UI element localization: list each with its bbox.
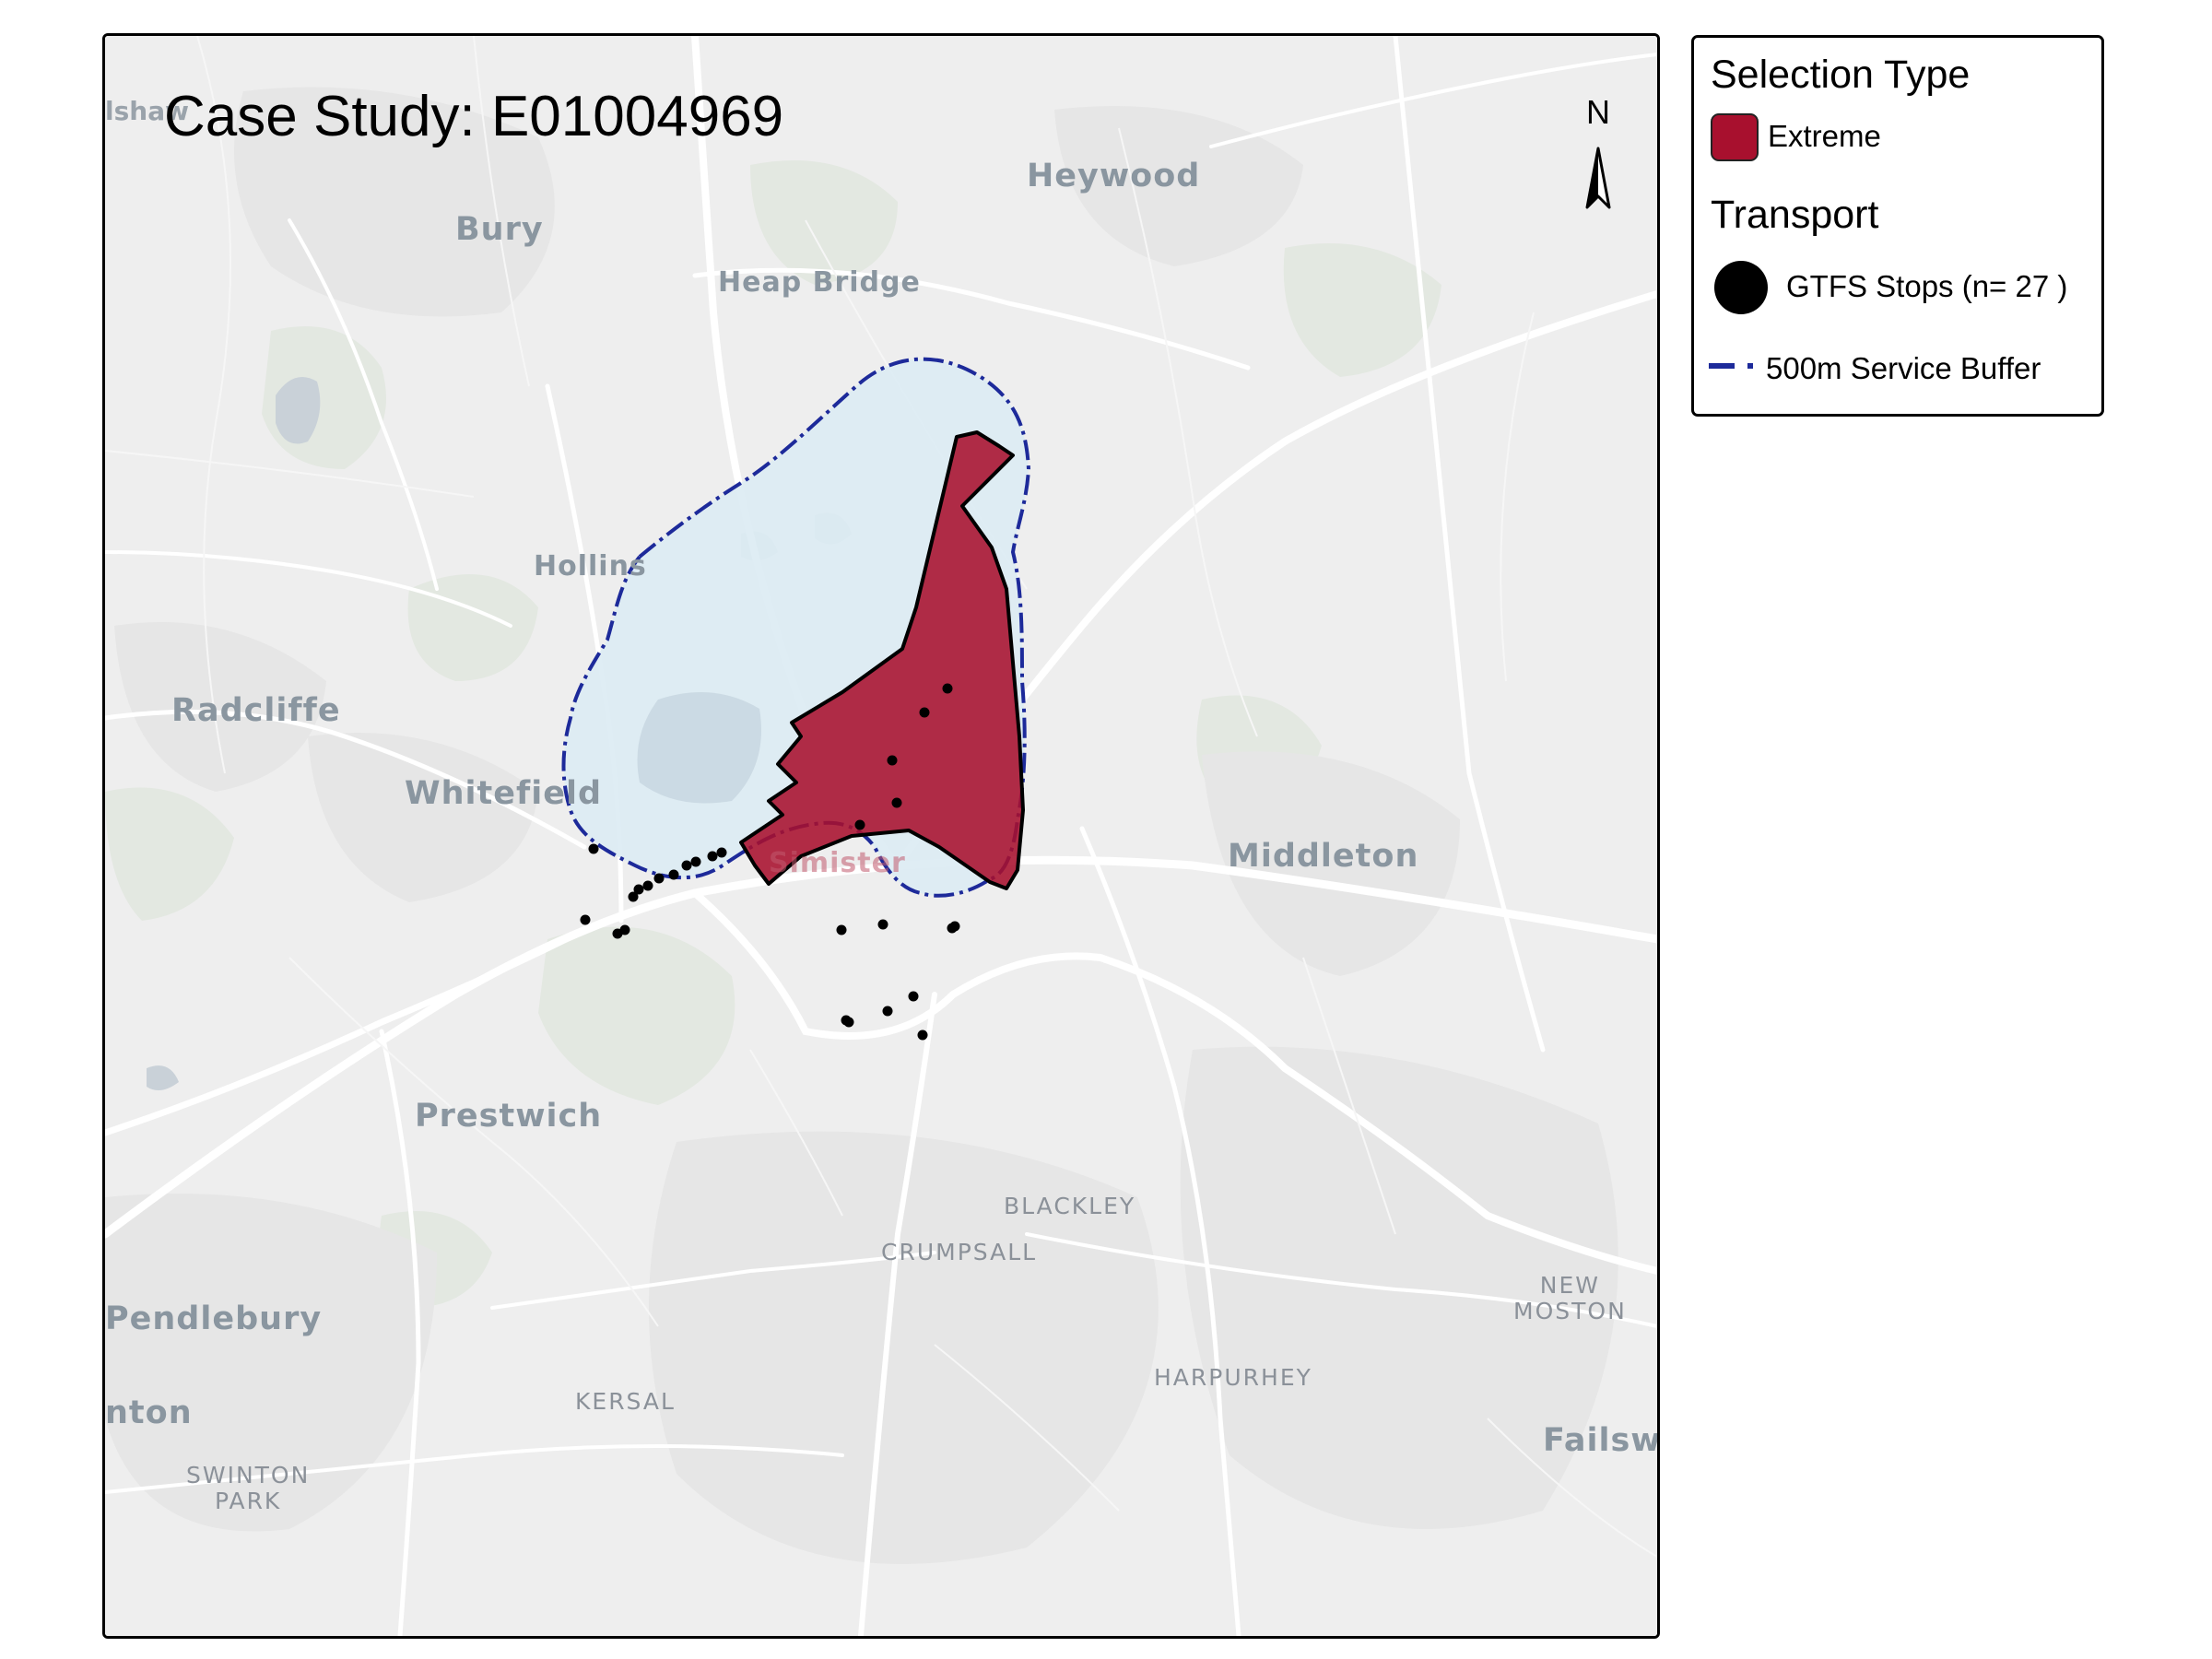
legend-extreme-label: Extreme [1768, 119, 1881, 153]
gtfs-stop [619, 924, 630, 935]
gtfs-stop [949, 921, 960, 932]
minor-roads [105, 36, 1657, 1558]
place-label-crumpsall: CRUMPSALL [881, 1239, 1038, 1265]
gtfs-stop [942, 683, 953, 694]
gtfs-stops [580, 683, 960, 1041]
extreme-area [739, 430, 1025, 890]
place-label-blackley: BLACKLEY [1004, 1193, 1136, 1219]
place-label-simister: Simister [769, 847, 906, 879]
urban-areas [105, 87, 1618, 1564]
place-label-bury: Bury [455, 211, 544, 248]
gtfs-stop [919, 707, 930, 718]
buffer-inner-shade [637, 692, 761, 804]
stops-swatch-icon [1714, 261, 1768, 314]
place-label-failsworth: Failsw [1543, 1422, 1660, 1459]
gtfs-stop [917, 1030, 928, 1041]
gtfs-stop [580, 914, 591, 925]
gtfs-stop [690, 856, 701, 867]
place-label-new-moston: NEW MOSTON [1513, 1272, 1627, 1324]
gtfs-stop [681, 860, 692, 871]
buffer-swatch-icon [1709, 363, 1753, 369]
place-label-swinton-park: SWINTON PARK [186, 1462, 311, 1514]
basemap [105, 36, 1657, 1636]
gtfs-stop [668, 869, 679, 880]
place-label-swinton: nton [105, 1394, 193, 1431]
place-label-whitefield: Whitefield [405, 775, 603, 812]
gtfs-stop [707, 851, 718, 862]
extreme-swatch [1711, 113, 1759, 161]
gtfs-stop [887, 755, 898, 766]
gtfs-stop [653, 873, 665, 884]
gtfs-stop [908, 991, 919, 1002]
gtfs-stop [854, 819, 865, 830]
place-label-middleton: Middleton [1228, 838, 1419, 875]
gtfs-stop [836, 924, 847, 935]
gtfs-stop [716, 847, 727, 858]
place-label-pendlebury: Pendlebury [105, 1300, 323, 1337]
gtfs-stop [891, 797, 902, 808]
place-label-kersal: KERSAL [575, 1388, 676, 1415]
place-label-radcliffe: Radcliffe [171, 692, 341, 729]
place-label-hollins: Hollins [534, 550, 647, 582]
place-label-prestwich: Prestwich [415, 1098, 603, 1135]
place-label-heap-bridge: Heap Bridge [718, 266, 921, 299]
north-label: N [1586, 93, 1610, 131]
map-title: Case Study: E01004969 [164, 85, 784, 148]
legend: Selection Type Extreme Transport GTFS St… [1691, 35, 2104, 417]
legend-stops-label: GTFS Stops (n= 27 ) [1786, 269, 2068, 303]
gtfs-stop [628, 891, 639, 902]
legend-transport-title: Transport [1711, 193, 1879, 237]
map-panel[interactable]: lshaw Bury Heywood Heap Bridge Hollins Radcli… [102, 33, 1660, 1639]
gtfs-stop [633, 884, 644, 895]
road-network [105, 36, 1657, 1636]
place-label-harpurhey: HARPURHEY [1154, 1364, 1312, 1391]
legend-selection-title: Selection Type [1711, 53, 1971, 97]
place-label-lshaw: lshaw [105, 96, 189, 126]
gtfs-stop [877, 919, 888, 930]
legend-buffer-label: 500m Service Buffer [1766, 351, 2041, 385]
gtfs-stop [841, 1015, 852, 1026]
gtfs-stop [642, 880, 653, 891]
place-label-heywood: Heywood [1027, 158, 1201, 194]
north-arrow-icon [1585, 147, 1611, 209]
gtfs-stop [882, 1006, 893, 1017]
gtfs-stop [588, 843, 599, 854]
